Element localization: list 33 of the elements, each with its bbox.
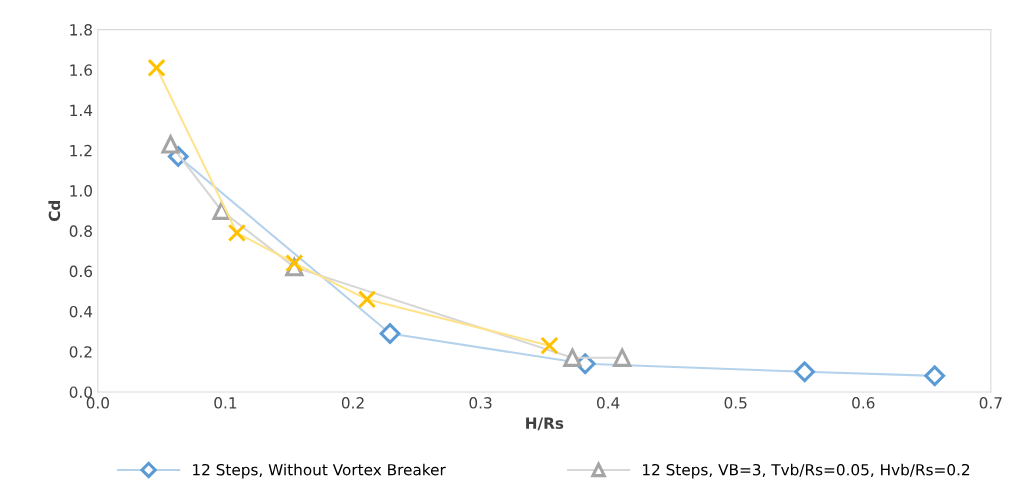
legend-label: 12 Steps, VB=3, Tvb/Rs=0.05, Hvb/Rs=0.2 <box>643 463 970 479</box>
x-tick-label: 0.7 <box>979 397 1002 409</box>
y-tick-label: 1.0 <box>70 185 92 197</box>
y-tick-label: 0.8 <box>69 225 92 237</box>
x-axis-title: H/Rs <box>526 417 564 431</box>
x-tick-label: 0.3 <box>469 397 492 409</box>
x-tick-label: 0.4 <box>597 397 620 409</box>
y-tick-label: 1.2 <box>70 144 92 157</box>
x-tick-label: 0.6 <box>852 397 875 409</box>
x-tick-label: 0.2 <box>341 397 364 409</box>
point <box>227 223 247 243</box>
x-tick-label: 0.1 <box>214 397 237 409</box>
point <box>147 58 166 77</box>
x-tick-label: 0.0 <box>86 397 110 409</box>
y-tick-label: 1.6 <box>70 64 93 76</box>
point <box>794 361 815 383</box>
y-tick-label: 0.4 <box>69 305 93 318</box>
point <box>379 323 401 344</box>
legend-label: 12 Steps, Without Vortex Breaker <box>193 463 446 479</box>
y-axis-title: Cd <box>48 200 61 222</box>
point <box>924 365 946 387</box>
point <box>285 253 304 273</box>
point <box>563 348 582 367</box>
point <box>540 336 559 355</box>
x-tick-label: 0.5 <box>724 397 747 409</box>
point <box>357 290 377 309</box>
point <box>613 348 632 367</box>
point <box>161 135 180 154</box>
y-tick-label: 0.6 <box>69 265 93 278</box>
y-tick-label: 1.4 <box>70 104 93 116</box>
y-tick-label: 1.8 <box>70 24 92 36</box>
y-tick-label: 0.2 <box>69 346 92 358</box>
y-tick-label: 0.0 <box>69 386 92 398</box>
